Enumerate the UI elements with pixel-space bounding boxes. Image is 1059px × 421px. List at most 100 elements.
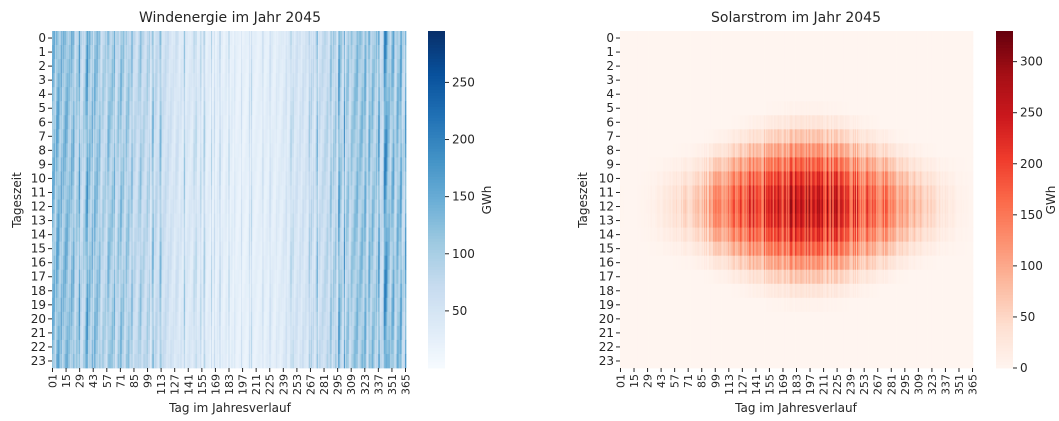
heatmap-cell xyxy=(248,59,251,74)
heatmap-cell xyxy=(189,353,192,369)
heatmap-cell xyxy=(141,241,143,257)
heatmap-cell xyxy=(196,45,198,60)
heatmap-cell xyxy=(52,339,54,355)
heatmap-cell xyxy=(170,325,172,341)
heatmap-cell xyxy=(248,185,251,200)
heatmap-cell xyxy=(130,297,132,313)
heatmap-cell xyxy=(250,353,253,369)
heatmap-cell xyxy=(141,297,143,313)
heatmap-cell xyxy=(54,227,57,242)
heatmap-cell xyxy=(87,59,90,74)
heatmap-cell xyxy=(188,213,191,228)
heatmap-cell xyxy=(80,297,82,313)
heatmap-cell xyxy=(179,73,181,88)
heatmap-cell xyxy=(87,157,90,172)
heatmap-cell xyxy=(62,115,64,130)
heatmap-cell xyxy=(241,115,243,130)
heatmap-cell xyxy=(178,227,180,242)
heatmap-cell xyxy=(66,339,68,355)
heatmap-cell xyxy=(139,185,141,200)
heatmap-cell xyxy=(230,199,232,214)
heatmap-cell xyxy=(252,73,255,88)
heatmap-cell xyxy=(213,73,215,88)
heatmap-cell xyxy=(175,353,177,369)
heatmap-cell xyxy=(188,241,191,257)
heatmap-cell xyxy=(85,59,88,74)
heatmap-cell xyxy=(179,45,181,60)
heatmap-cell xyxy=(86,213,89,228)
heatmap-cell xyxy=(122,129,125,144)
heatmap-cell xyxy=(88,227,91,242)
heatmap-cell xyxy=(57,269,60,285)
heatmap-cell xyxy=(98,31,100,46)
heatmap-cell xyxy=(154,241,157,257)
heatmap-cell xyxy=(160,269,162,285)
heatmap-cell xyxy=(66,185,68,200)
heatmap-cell xyxy=(139,339,141,355)
heatmap-cell xyxy=(148,213,150,228)
heatmap-cell xyxy=(160,255,162,271)
heatmap-cell xyxy=(229,199,231,214)
heatmap-cell xyxy=(99,115,101,130)
heatmap-cell xyxy=(91,157,94,172)
heatmap-cell xyxy=(225,213,227,228)
heatmap-cell xyxy=(223,87,225,102)
heatmap-cell xyxy=(129,353,131,369)
heatmap-cell xyxy=(126,283,128,299)
heatmap-cell xyxy=(153,185,156,200)
heatmap-cell xyxy=(229,227,231,242)
heatmap-cell xyxy=(125,255,128,271)
heatmap-cell xyxy=(131,353,133,369)
heatmap-cell xyxy=(182,311,185,327)
heatmap-cell xyxy=(145,269,147,285)
heatmap-cell xyxy=(97,157,99,172)
heatmap-cell xyxy=(214,87,217,102)
heatmap-cell xyxy=(190,171,193,186)
heatmap-cell xyxy=(143,73,145,88)
heatmap-cell xyxy=(217,45,220,60)
heatmap-cell xyxy=(248,213,251,228)
heatmap-cell xyxy=(218,353,221,369)
heatmap-cell xyxy=(57,241,60,257)
heatmap-cell xyxy=(113,297,115,313)
heatmap-cell xyxy=(230,171,232,186)
heatmap-cell xyxy=(242,353,244,369)
heatmap-cell xyxy=(151,157,154,172)
heatmap-cell xyxy=(245,297,247,313)
heatmap-cell xyxy=(192,213,194,228)
heatmap-cell xyxy=(235,283,237,299)
heatmap-cell xyxy=(248,255,251,271)
heatmap-cell xyxy=(241,73,243,88)
heatmap-cell xyxy=(174,129,176,144)
heatmap-cell xyxy=(88,101,91,116)
heatmap-cell xyxy=(138,129,140,144)
heatmap-cell xyxy=(247,255,250,271)
heatmap-cell xyxy=(153,199,156,214)
heatmap-cell xyxy=(135,31,137,46)
heatmap-cell xyxy=(215,115,218,130)
heatmap-cell xyxy=(235,199,237,214)
heatmap-cell xyxy=(181,213,184,228)
heatmap-cell xyxy=(95,339,97,355)
heatmap-cell xyxy=(191,353,193,369)
heatmap-cell xyxy=(241,45,243,60)
heatmap-cell xyxy=(234,325,236,341)
heatmap-cell xyxy=(148,353,150,369)
heatmap-cell xyxy=(116,325,118,341)
heatmap-cell xyxy=(84,311,86,327)
heatmap-cell xyxy=(240,353,242,369)
heatmap-cell xyxy=(160,143,162,158)
heatmap-cell xyxy=(148,59,150,74)
heatmap-cell xyxy=(79,241,81,257)
heatmap-cell xyxy=(56,115,59,130)
heatmap-cell xyxy=(205,213,207,228)
heatmap-cell xyxy=(174,31,176,46)
heatmap-cell xyxy=(183,45,186,60)
heatmap-cell xyxy=(147,297,149,313)
heatmap-cell xyxy=(93,311,96,327)
heatmap-cell xyxy=(207,143,209,158)
heatmap-cell xyxy=(236,283,238,299)
heatmap-cell xyxy=(57,339,60,355)
heatmap-cell xyxy=(236,227,238,242)
heatmap-cell xyxy=(245,143,248,158)
